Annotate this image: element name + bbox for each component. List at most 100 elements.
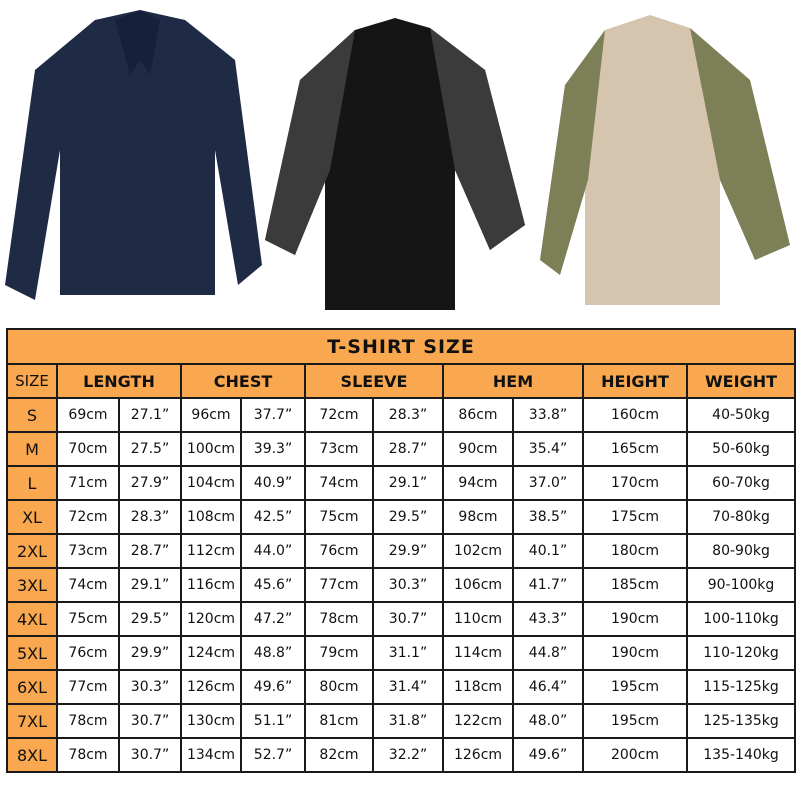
- table-cell: 49.6”: [240, 669, 306, 705]
- table-cell: 39.3”: [240, 431, 306, 467]
- table-cell: 31.8”: [372, 703, 444, 739]
- table-cell: 102cm: [442, 533, 514, 569]
- table-cell: 98cm: [442, 499, 514, 535]
- table-row: 2XL 73cm 28.7” 112cm 44.0” 76cm 29.9” 102cm 40.1…: [6, 533, 797, 569]
- table-cell: 70-80kg: [685, 499, 797, 535]
- size-label: S: [6, 397, 58, 433]
- table-cell: 69cm: [56, 397, 120, 433]
- table-cell: 80-90kg: [685, 533, 797, 569]
- table-cell: 41.7”: [512, 567, 584, 603]
- table-cell: 76cm: [56, 635, 120, 671]
- table-cell: 115-125kg: [685, 669, 797, 705]
- table-cell: 29.5”: [372, 499, 444, 535]
- table-cell: 125-135kg: [685, 703, 797, 739]
- table-cell: 49.6”: [512, 737, 584, 773]
- table-row: 6XL 77cm 30.3” 126cm 49.6” 80cm 31.4” 118cm 46.4…: [6, 669, 797, 705]
- column-header-hem: HEM: [442, 363, 584, 399]
- size-chart-table: T-SHIRT SIZE SIZE LENGTH CHEST SLEEVE HEM HEI…: [5, 328, 797, 773]
- size-label: 2XL: [6, 533, 58, 569]
- size-label: 5XL: [6, 635, 58, 671]
- table-cell: 28.7”: [372, 431, 444, 467]
- table-cell: 190cm: [582, 601, 688, 637]
- table-cell: 86cm: [442, 397, 514, 433]
- table-cell: 38.5”: [512, 499, 584, 535]
- table-cell: 30.7”: [118, 703, 182, 739]
- table-cell: 73cm: [56, 533, 120, 569]
- table-cell: 90cm: [442, 431, 514, 467]
- table-cell: 27.1”: [118, 397, 182, 433]
- table-cell: 71cm: [56, 465, 120, 501]
- table-cell: 80cm: [304, 669, 374, 705]
- table-cell: 72cm: [304, 397, 374, 433]
- table-cell: 30.7”: [118, 737, 182, 773]
- table-cell: 124cm: [180, 635, 242, 671]
- table-cell: 170cm: [582, 465, 688, 501]
- table-cell: 48.0”: [512, 703, 584, 739]
- table-cell: 165cm: [582, 431, 688, 467]
- table-row: M 70cm 27.5” 100cm 39.3” 73cm 28.7” 90cm 35.4” 16…: [6, 431, 797, 467]
- table-cell: 73cm: [304, 431, 374, 467]
- table-cell: 180cm: [582, 533, 688, 569]
- khaki-multicam-shirt-image: [540, 15, 790, 305]
- table-cell: 70cm: [56, 431, 120, 467]
- table-cell: 74cm: [304, 465, 374, 501]
- table-cell: 29.5”: [118, 601, 182, 637]
- table-cell: 77cm: [56, 669, 120, 705]
- column-header-weight: WEIGHT: [685, 363, 797, 399]
- table-cell: 37.0”: [512, 465, 584, 501]
- table-cell: 100-110kg: [685, 601, 797, 637]
- table-cell: 72cm: [56, 499, 120, 535]
- table-cell: 30.7”: [372, 601, 444, 637]
- table-cell: 114cm: [442, 635, 514, 671]
- table-cell: 45.6”: [240, 567, 306, 603]
- table-cell: 108cm: [180, 499, 242, 535]
- size-label: XL: [6, 499, 58, 535]
- table-cell: 175cm: [582, 499, 688, 535]
- column-header-chest: CHEST: [180, 363, 306, 399]
- table-cell: 51.1”: [240, 703, 306, 739]
- table-row: 7XL 78cm 30.7” 130cm 51.1” 81cm 31.8” 122cm 48.0…: [6, 703, 797, 739]
- table-cell: 40.1”: [512, 533, 584, 569]
- table-cell: 82cm: [304, 737, 374, 773]
- table-cell: 78cm: [56, 737, 120, 773]
- table-cell: 27.5”: [118, 431, 182, 467]
- table-cell: 77cm: [304, 567, 374, 603]
- table-cell: 79cm: [304, 635, 374, 671]
- table-cell: 130cm: [180, 703, 242, 739]
- table-cell: 185cm: [582, 567, 688, 603]
- table-cell: 104cm: [180, 465, 242, 501]
- table-cell: 30.3”: [372, 567, 444, 603]
- table-cell: 46.4”: [512, 669, 584, 705]
- table-cell: 112cm: [180, 533, 242, 569]
- size-label: 3XL: [6, 567, 58, 603]
- table-cell: 50-60kg: [685, 431, 797, 467]
- size-label: 7XL: [6, 703, 58, 739]
- table-cell: 190cm: [582, 635, 688, 671]
- table-row: S 69cm 27.1” 96cm 37.7” 72cm 28.3” 86cm 33.8” 160…: [6, 397, 797, 433]
- size-label: M: [6, 431, 58, 467]
- table-cell: 135-140kg: [685, 737, 797, 773]
- table-cell: 60-70kg: [685, 465, 797, 501]
- table-cell: 52.7”: [240, 737, 306, 773]
- table-cell: 118cm: [442, 669, 514, 705]
- table-cell: 29.1”: [372, 465, 444, 501]
- table-cell: 200cm: [582, 737, 688, 773]
- table-cell: 44.0”: [240, 533, 306, 569]
- table-row: XL 72cm 28.3” 108cm 42.5” 75cm 29.5” 98cm 38.5” 1…: [6, 499, 797, 535]
- table-cell: 31.4”: [372, 669, 444, 705]
- table-cell: 29.9”: [118, 635, 182, 671]
- table-cell: 27.9”: [118, 465, 182, 501]
- table-cell: 195cm: [582, 669, 688, 705]
- table-cell: 48.8”: [240, 635, 306, 671]
- table-cell: 110-120kg: [685, 635, 797, 671]
- table-cell: 78cm: [304, 601, 374, 637]
- table-cell: 33.8”: [512, 397, 584, 433]
- table-cell: 32.2”: [372, 737, 444, 773]
- table-cell: 94cm: [442, 465, 514, 501]
- table-cell: 47.2”: [240, 601, 306, 637]
- table-title: T-SHIRT SIZE: [5, 328, 797, 365]
- table-cell: 78cm: [56, 703, 120, 739]
- table-cell: 42.5”: [240, 499, 306, 535]
- table-cell: 28.3”: [372, 397, 444, 433]
- size-label: 6XL: [6, 669, 58, 705]
